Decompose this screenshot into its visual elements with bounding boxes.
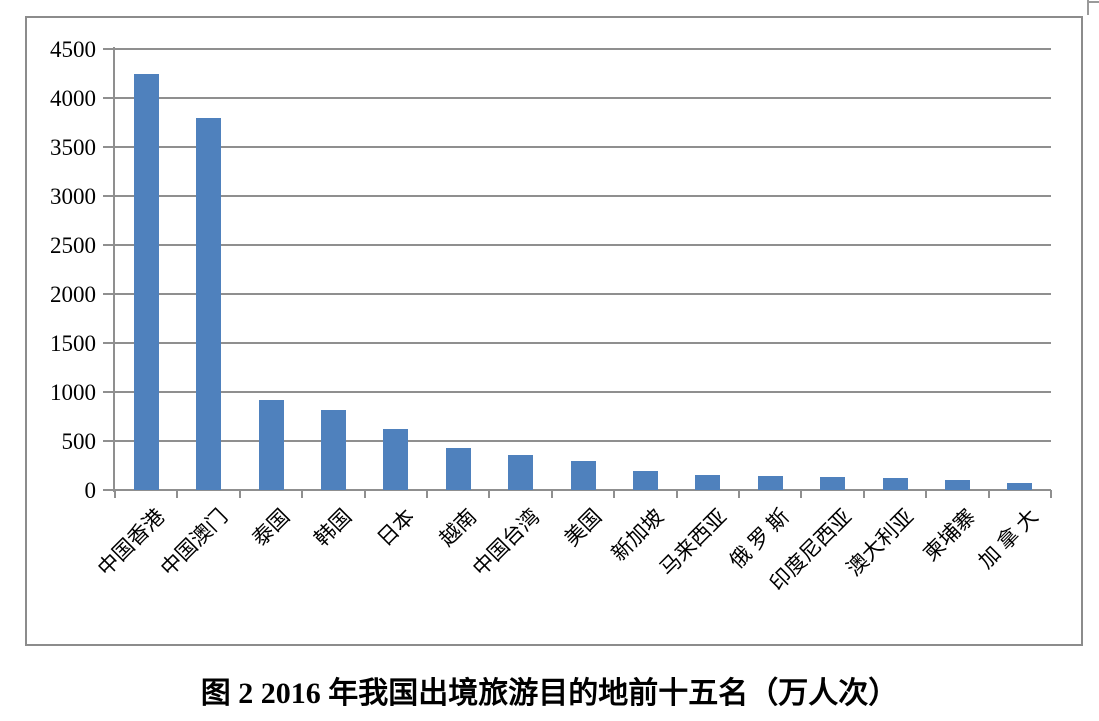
- bar: [258, 399, 284, 490]
- bar: [695, 475, 721, 490]
- y-axis-tick: [103, 440, 113, 442]
- y-axis-tick: [103, 97, 113, 99]
- y-axis-label: 3000: [50, 184, 96, 209]
- y-axis-label: 500: [61, 429, 97, 454]
- x-axis-tick: [238, 490, 241, 498]
- y-axis-label: 2000: [50, 282, 96, 307]
- bar: [632, 470, 658, 490]
- x-axis-tick: [363, 490, 366, 498]
- bar: [882, 478, 908, 490]
- category-label: 柬埔寨: [919, 504, 981, 566]
- bar: [944, 480, 970, 490]
- y-axis-tick: [103, 489, 113, 491]
- category-label: 泰国: [247, 504, 295, 551]
- gridline: [115, 489, 1051, 491]
- gridline: [115, 48, 1051, 50]
- x-axis-tick: [176, 490, 179, 498]
- y-axis-label: 1000: [50, 380, 96, 405]
- y-axis-tick: [103, 244, 113, 246]
- y-axis-tick: [103, 293, 113, 295]
- gridline: [115, 97, 1051, 99]
- y-axis-label: 3500: [50, 135, 96, 160]
- bar: [320, 410, 346, 490]
- x-axis-tick: [114, 490, 116, 498]
- bar: [757, 476, 783, 490]
- y-axis-tick: [103, 391, 113, 393]
- x-axis-tick: [987, 490, 990, 498]
- bar: [383, 429, 409, 490]
- figure-caption: 图 2 2016 年我国出境旅游目的地前十五名（万人次）: [200, 677, 899, 710]
- page-edge-artifact-horizontal: [1087, 1, 1099, 3]
- gridline: [115, 342, 1051, 344]
- x-axis-tick: [862, 490, 865, 498]
- x-axis-tick: [550, 490, 553, 498]
- y-axis-tick: [103, 195, 113, 197]
- category-label: 韩国: [310, 504, 357, 551]
- bar: [445, 448, 471, 490]
- gridline: [115, 293, 1051, 295]
- y-axis-label: 1500: [50, 331, 96, 356]
- x-axis-tick: [675, 490, 678, 498]
- bar: [820, 477, 846, 490]
- x-axis-tick: [800, 490, 803, 498]
- category-label: 中国澳门: [155, 504, 232, 581]
- bar: [196, 117, 222, 490]
- gridline: [115, 440, 1051, 442]
- category-label: 中国台湾: [467, 504, 544, 581]
- bar: [133, 73, 159, 490]
- x-axis-tick: [1050, 490, 1052, 498]
- x-axis-tick: [738, 490, 740, 498]
- bar: [570, 460, 596, 490]
- x-axis-tick: [301, 490, 304, 498]
- category-label: 越南: [434, 504, 482, 551]
- bar: [508, 454, 534, 490]
- category-label: 澳大利亚: [841, 504, 919, 581]
- y-axis-label: 0: [84, 478, 97, 503]
- y-axis-label: 2500: [50, 233, 96, 258]
- gridline: [115, 244, 1051, 246]
- category-label: 中国香港: [93, 504, 170, 581]
- category-label: 新加坡: [607, 504, 669, 566]
- category-label: 马来西亚: [654, 504, 732, 581]
- y-axis-label: 4500: [50, 37, 96, 62]
- gridline: [115, 195, 1051, 197]
- bar: [1007, 483, 1033, 490]
- x-axis-tick: [613, 490, 616, 498]
- y-axis-label: 4000: [50, 86, 96, 111]
- y-axis-tick: [103, 146, 113, 148]
- category-label: 美国: [559, 504, 607, 551]
- gridline: [115, 146, 1051, 148]
- y-axis-line: [113, 47, 115, 492]
- page-edge-artifact-vertical: [1087, 0, 1089, 15]
- x-axis-tick: [925, 490, 928, 498]
- category-label: 加 拿 大: [974, 504, 1044, 574]
- y-axis-tick: [103, 48, 113, 50]
- x-axis-tick: [426, 490, 428, 498]
- gridline: [115, 391, 1051, 393]
- category-label: 日本: [372, 504, 420, 551]
- y-axis-tick: [103, 342, 113, 344]
- x-axis-tick: [488, 490, 491, 498]
